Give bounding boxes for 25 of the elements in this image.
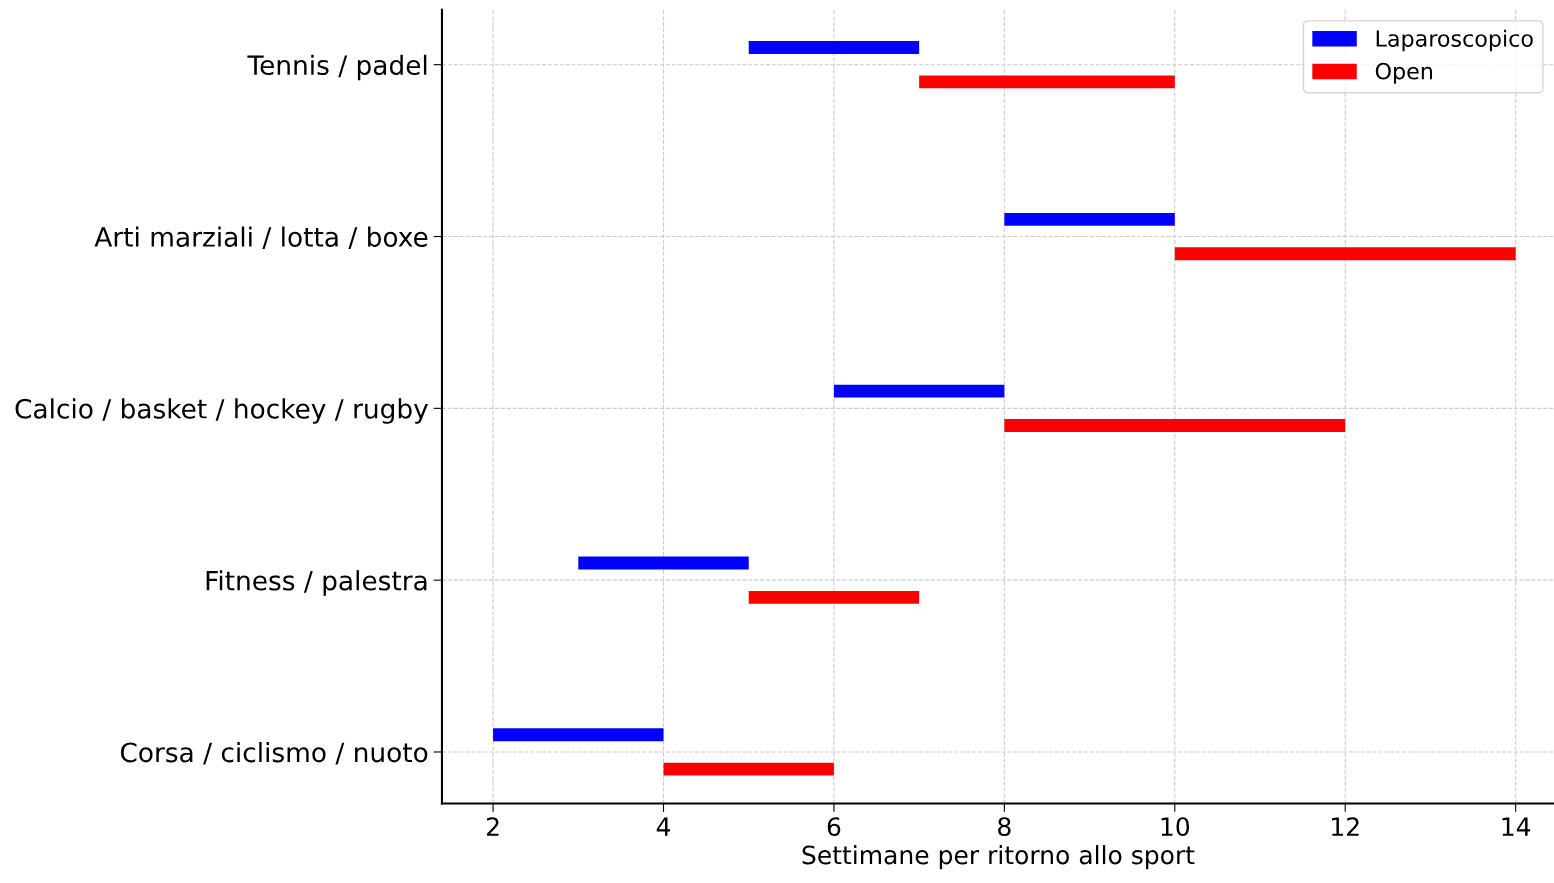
bar — [748, 590, 920, 604]
x-tick-label: 10 — [1161, 817, 1190, 837]
x-axis-title: Settimane per ritorno allo sport — [802, 845, 1195, 870]
x-tick-label: 6 — [827, 817, 841, 837]
legend-label: Open — [1375, 62, 1433, 84]
bar — [1004, 419, 1346, 432]
x-tick-label: 12 — [1332, 817, 1359, 836]
y-tick-label: Tennis / padel — [247, 54, 427, 81]
x-tick-label: 8 — [998, 817, 1011, 837]
bar — [919, 75, 1175, 89]
y-tick-label: Calcio / basket / hockey / rugby — [15, 398, 428, 424]
x-tick-label: 2 — [486, 817, 499, 836]
x-tick-label: 14 — [1502, 817, 1531, 836]
y-tick-label: Corsa / ciclismo / nuoto — [120, 741, 428, 765]
bar — [748, 41, 920, 54]
bar — [493, 728, 664, 742]
bar — [833, 384, 1005, 398]
x-tick-label: 4 — [656, 817, 671, 836]
bar — [1174, 247, 1516, 261]
y-tick-label: Fitness / palestra — [206, 570, 427, 596]
bar — [578, 556, 749, 570]
bar — [663, 762, 834, 776]
legend-label: Laparoscopico — [1376, 29, 1533, 52]
bar — [1004, 212, 1175, 226]
y-tick-label: Arti marziali / lotta / boxe — [94, 226, 428, 249]
